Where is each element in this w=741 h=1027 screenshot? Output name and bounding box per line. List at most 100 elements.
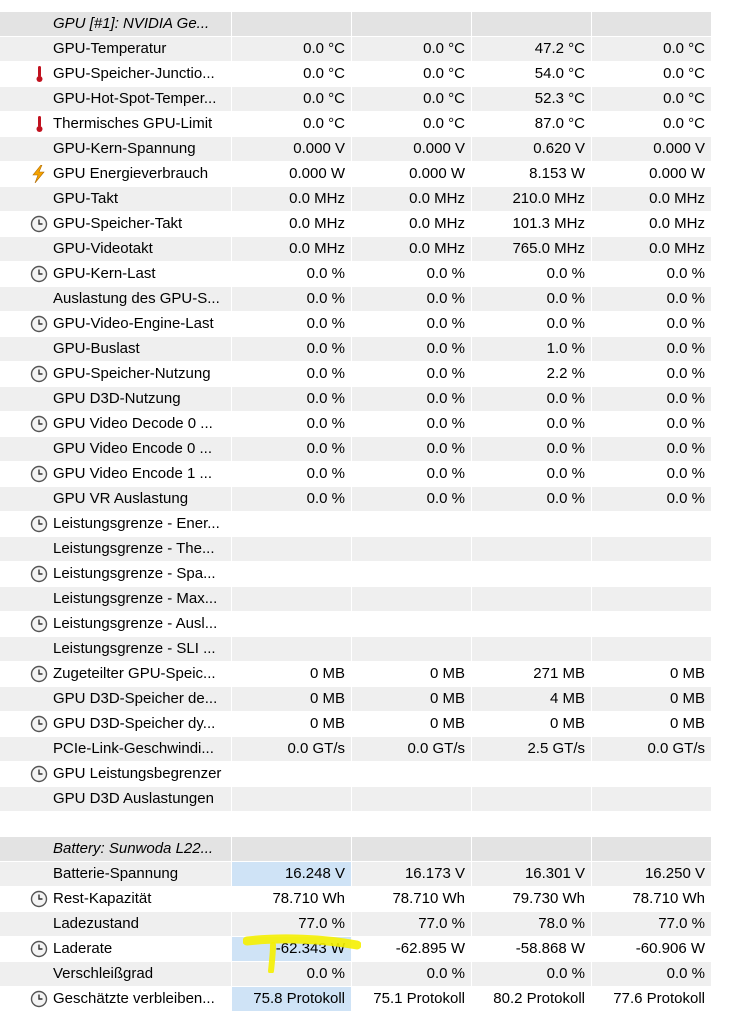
sensor-value	[352, 587, 471, 611]
sensor-name: Leistungsgrenze - Max...	[0, 587, 231, 611]
sensor-row[interactable]: GPU-Kern-Last 0.0 % 0.0 % 0.0 % 0.0 %	[0, 262, 711, 287]
sensor-value: 2.5 GT/s	[472, 737, 591, 761]
sensor-row[interactable]: GPU Energieverbrauch 0.000 W 0.000 W 8.153 …	[0, 162, 711, 187]
sensor-row[interactable]: GPU Video Encode 1 ... 0.0 % 0.0 % 0.0 % 0.0…	[0, 462, 711, 487]
sensor-value: 0.0 %	[426, 415, 465, 432]
sensor-name: Thermisches GPU-Limit	[53, 115, 213, 132]
sensor-row[interactable]: GPU-Takt 0.0 MHz 0.0 MHz 210.0 MHz 0.0 MHz	[0, 187, 711, 212]
sensor-value: 0 MB	[549, 715, 585, 732]
sensor-name: GPU-Temperatur	[0, 37, 231, 61]
sensor-row[interactable]: Leistungsgrenze - SLI ...	[0, 637, 711, 662]
sensor-value: 0.0 °C	[423, 65, 465, 82]
group-header[interactable]: Battery: Sunwoda L22...	[0, 837, 711, 862]
sensor-value: 0.0 MHz	[232, 237, 351, 261]
sensor-row[interactable]: Leistungsgrenze - Max...	[0, 587, 711, 612]
sensor-row[interactable]: Leistungsgrenze - Spa...	[0, 562, 711, 587]
sensor-row[interactable]: Zugeteilter GPU-Speic... 0 MB 0 MB 271 MB 0 …	[0, 662, 711, 687]
sensor-row[interactable]: GPU Video Encode 0 ... 0.0 % 0.0 % 0.0 % 0.0…	[0, 437, 711, 462]
sensor-value	[592, 787, 711, 811]
sensor-value: 101.3 MHz	[512, 215, 585, 232]
clock-icon	[30, 465, 48, 483]
sensor-row[interactable]: GPU-Videotakt 0.0 MHz 0.0 MHz 765.0 MHz 0.0 …	[0, 237, 711, 262]
sensor-row[interactable]: Verschleißgrad 0.0 % 0.0 % 0.0 % 0.0 %	[0, 962, 711, 987]
sensor-row[interactable]: Laderate -62.343 W -62.895 W -58.868 W -60.9…	[0, 937, 711, 962]
sensor-row[interactable]: GPU-Temperatur 0.0 °C 0.0 °C 47.2 °C 0.0 °C	[0, 37, 711, 62]
sensor-row[interactable]: GPU D3D Auslastungen	[0, 787, 711, 812]
sensor-row[interactable]: GPU Leistungsbegrenzer	[0, 762, 711, 787]
sensor-value: 0.0 %	[426, 265, 465, 282]
sensor-name: Verschleißgrad	[0, 962, 231, 986]
sensor-row[interactable]: GPU D3D-Nutzung 0.0 % 0.0 % 0.0 % 0.0 %	[0, 387, 711, 412]
sensor-value: 0.0 %	[426, 315, 465, 332]
sensor-row[interactable]: GPU-Speicher-Junctio... 0.0 °C 0.0 °C 54.0 …	[0, 62, 711, 87]
sensor-row[interactable]: GPU-Speicher-Nutzung 0.0 % 0.0 % 2.2 % 0.0 %	[0, 362, 711, 387]
sensor-value: 0 MB	[309, 665, 345, 682]
sensor-value: 0.0 %	[232, 287, 351, 311]
header-cell	[472, 837, 591, 861]
sensor-value: 0.0 MHz	[649, 215, 705, 232]
sensor-value	[352, 612, 471, 636]
sensor-row[interactable]: Auslastung des GPU-S... 0.0 % 0.0 % 0.0 % 0.…	[0, 287, 711, 312]
sensor-row[interactable]: Ladezustand 77.0 % 77.0 % 78.0 % 77.0 %	[0, 912, 711, 937]
sensor-name: GPU D3D-Speicher dy...	[53, 715, 216, 732]
sensor-row[interactable]: Leistungsgrenze - The...	[0, 537, 711, 562]
clock-icon	[30, 990, 48, 1008]
sensor-value: 0.000 V	[592, 137, 711, 161]
sensor-row[interactable]: Leistungsgrenze - Ausl...	[0, 612, 711, 637]
sensor-value: 0.0 MHz	[409, 215, 465, 232]
sensor-row[interactable]: Geschätzte verbleiben... 75.8 Protokoll 75…	[0, 987, 711, 1012]
sensor-value: 47.2 °C	[472, 37, 591, 61]
sensor-value: 0.0 %	[426, 465, 465, 482]
sensor-value: 765.0 MHz	[472, 237, 591, 261]
sensor-row[interactable]: GPU-Buslast 0.0 % 0.0 % 1.0 % 0.0 %	[0, 337, 711, 362]
sensor-value: 0.0 %	[352, 387, 471, 411]
sensor-row[interactable]: Rest-Kapazität 78.710 Wh 78.710 Wh 79.730 W…	[0, 887, 711, 912]
sensor-value	[592, 512, 711, 536]
sensor-row[interactable]: Leistungsgrenze - Ener...	[0, 512, 711, 537]
clock-icon	[30, 665, 48, 683]
sensor-row[interactable]: GPU VR Auslastung 0.0 % 0.0 % 0.0 % 0.0 %	[0, 487, 711, 512]
sensor-value: 0.0 %	[592, 387, 711, 411]
sensor-value	[232, 787, 351, 811]
sensor-row[interactable]: GPU-Video-Engine-Last 0.0 % 0.0 % 0.0 % 0.0 …	[0, 312, 711, 337]
sensor-value	[232, 587, 351, 611]
sensor-name: Batterie-Spannung	[0, 862, 231, 886]
sensor-row[interactable]: GPU Video Decode 0 ... 0.0 % 0.0 % 0.0 % 0.0…	[0, 412, 711, 437]
sensor-row[interactable]: GPU-Hot-Spot-Temper... 0.0 °C 0.0 °C 52.3 °…	[0, 87, 711, 112]
clock-icon	[30, 765, 48, 783]
sensor-row[interactable]: Thermisches GPU-Limit 0.0 °C 0.0 °C 87.0 °C…	[0, 112, 711, 137]
sensor-value: 0.000 W	[289, 165, 345, 182]
sensor-row[interactable]: PCIe-Link-Geschwindi... 0.0 GT/s 0.0 GT/s 2…	[0, 737, 711, 762]
sensor-row[interactable]: Batterie-Spannung 16.248 V 16.173 V 16.301 …	[0, 862, 711, 887]
sensor-value: 0 MB	[309, 715, 345, 732]
sensor-value: 0.0 %	[352, 962, 471, 986]
sensor-value: 0.0 °C	[592, 87, 711, 111]
sensor-value	[592, 637, 711, 661]
sensor-value: 0.000 V	[232, 137, 351, 161]
sensor-row[interactable]: GPU-Speicher-Takt 0.0 MHz 0.0 MHz 101.3 MHz…	[0, 212, 711, 237]
header-cell	[232, 12, 351, 36]
sensor-name: GPU-Speicher-Junctio...	[53, 65, 215, 82]
sensor-name: Leistungsgrenze - SLI ...	[0, 637, 231, 661]
sensor-value: 0.0 %	[546, 265, 585, 282]
sensor-value: 0.0 %	[592, 337, 711, 361]
sensor-value: 0.0 %	[232, 387, 351, 411]
sensor-value	[592, 612, 711, 636]
sensor-name: GPU Video Encode 1 ...	[53, 465, 212, 482]
sensor-name: GPU Energieverbrauch	[53, 165, 209, 182]
sensor-row[interactable]: GPU D3D-Speicher dy... 0 MB 0 MB 0 MB 0 MB	[0, 712, 711, 737]
sensor-value: 0.0 %	[232, 487, 351, 511]
clock-icon	[30, 265, 48, 283]
sensor-value: 0.0 %	[666, 365, 705, 382]
header-cell	[592, 837, 711, 861]
clock-icon	[30, 315, 48, 333]
sensor-value: 0.0 %	[472, 287, 591, 311]
sensor-value: 0.0 %	[592, 487, 711, 511]
sensor-row[interactable]: GPU D3D-Speicher de... 0 MB 0 MB 4 MB 0 MB	[0, 687, 711, 712]
sensor-value: 0.000 W	[649, 165, 705, 182]
sensor-value: 0.0 GT/s	[232, 737, 351, 761]
sensor-row[interactable]: GPU-Kern-Spannung 0.000 V 0.000 V 0.620 V 0.…	[0, 137, 711, 162]
group-header[interactable]: GPU [#1]: NVIDIA Ge...	[0, 12, 711, 37]
sensor-name: Leistungsgrenze - The...	[0, 537, 231, 561]
sensor-value: 1.0 %	[472, 337, 591, 361]
